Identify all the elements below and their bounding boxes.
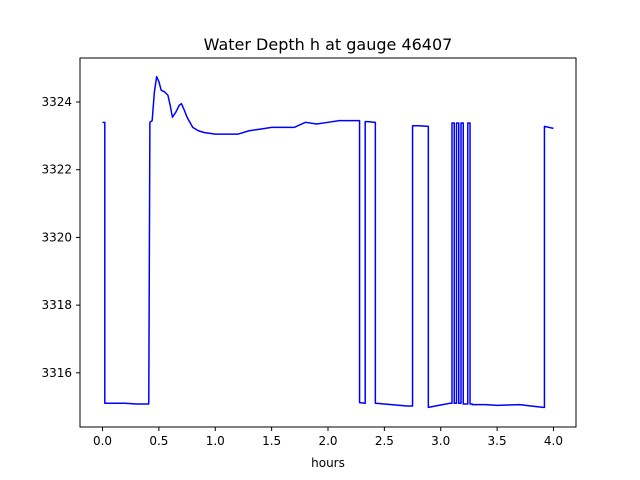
y-tick-label: 3318 bbox=[41, 298, 72, 312]
x-tick-label: 0.0 bbox=[93, 434, 112, 448]
chart-title: Water Depth h at gauge 46407 bbox=[204, 35, 453, 54]
x-tick-label: 0.5 bbox=[149, 434, 168, 448]
x-tick-label: 1.0 bbox=[206, 434, 225, 448]
x-tick-label: 2.0 bbox=[318, 434, 337, 448]
x-tick-label: 4.0 bbox=[544, 434, 563, 448]
y-tick-label: 3322 bbox=[41, 163, 72, 177]
x-axis: 0.0 0.5 1.0 1.5 2.0 2.5 3.0 3.5 4.0 bbox=[93, 427, 563, 448]
y-axis: 3316 3318 3320 3322 3324 bbox=[41, 95, 80, 380]
series-line-0 bbox=[102, 75, 554, 409]
x-tick-label: 3.5 bbox=[488, 434, 507, 448]
x-tick-label: 3.0 bbox=[431, 434, 450, 448]
y-tick-label: 3320 bbox=[41, 230, 72, 244]
y-tick-label: 3324 bbox=[41, 95, 72, 109]
x-tick-label: 2.5 bbox=[375, 434, 394, 448]
y-tick-label: 3316 bbox=[41, 366, 72, 380]
x-tick-label: 1.5 bbox=[262, 434, 281, 448]
x-axis-label: hours bbox=[311, 456, 345, 470]
